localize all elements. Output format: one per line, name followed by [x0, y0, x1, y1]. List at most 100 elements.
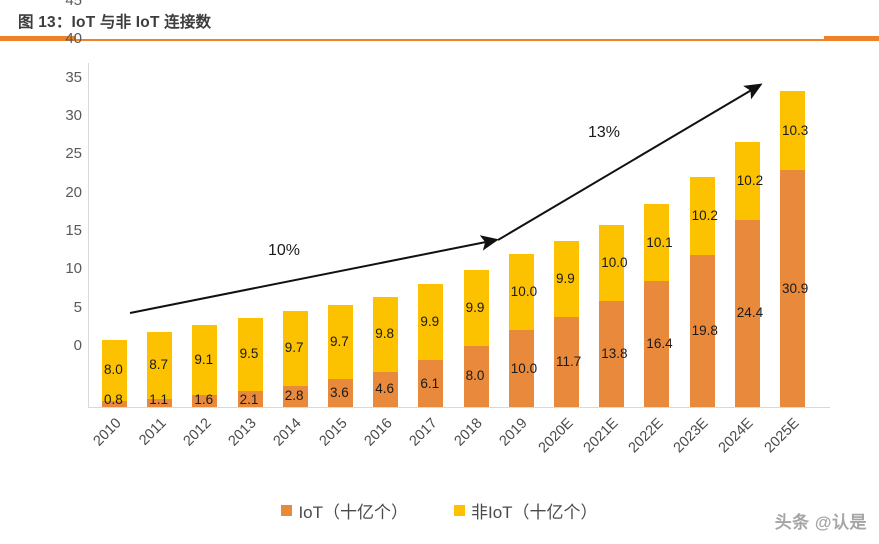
x-tick-label: 2022E	[625, 415, 667, 457]
bar-segment-iot[interactable]: 2.8	[282, 385, 308, 407]
x-tick-label: 2024E	[715, 415, 757, 457]
bar-segment-non-iot[interactable]: 10.1	[644, 203, 673, 282]
bar-segment-non-iot[interactable]: 9.1	[192, 324, 218, 395]
bar-segment-non-iot[interactable]: 9.9	[418, 284, 444, 361]
x-tick-label: 2015	[315, 415, 351, 450]
bar-segment-non-iot[interactable]: 10.0	[599, 224, 627, 302]
bar-segment-non-iot[interactable]: 9.7	[328, 305, 353, 380]
bar-column[interactable]: 9.9 6.1	[418, 284, 444, 407]
bar-segment-iot[interactable]: 6.1	[418, 360, 444, 407]
x-tick-label: 2012	[180, 415, 215, 450]
y-tick-label: 35	[65, 68, 82, 86]
bar-column[interactable]: 8.7 1.1	[147, 331, 173, 407]
bar-segment-iot[interactable]: 16.4	[644, 281, 673, 407]
bar-segment-iot[interactable]: 8.0	[463, 345, 489, 407]
bar-value-label-non-iot: 9.8	[375, 326, 394, 342]
bar-column[interactable]: 10.0 13.8	[599, 224, 627, 407]
bar-segment-non-iot[interactable]: 10.0	[508, 253, 537, 331]
x-tick-label: 2021E	[580, 415, 622, 457]
bar-column[interactable]: 8.0 0.8	[102, 339, 127, 407]
bar-segment-iot[interactable]: 13.8	[599, 301, 627, 407]
bar-segment-non-iot[interactable]: 9.8	[373, 296, 399, 372]
bar-column[interactable]: 9.1 1.6	[192, 324, 218, 407]
bar-column[interactable]: 9.7 2.8	[282, 311, 308, 407]
page-title: 图 13：IoT 与非 IoT 连接数	[18, 14, 212, 31]
bar-segment-iot[interactable]: 11.7	[554, 317, 581, 407]
bar-value-label-iot: 19.8	[691, 323, 718, 339]
bar-segment-iot[interactable]: 0.8	[102, 393, 127, 407]
bar-segment-non-iot[interactable]: 10.3	[780, 91, 808, 171]
bar-value-label-non-iot: 10.0	[601, 254, 628, 270]
x-tick-label: 2013	[225, 415, 260, 450]
bar-segment-iot[interactable]: 24.4	[734, 219, 763, 407]
bar-value-label-non-iot: 9.7	[330, 334, 349, 350]
bar-value-label-non-iot: 8.7	[149, 357, 168, 373]
bar-value-label-iot: 2.8	[284, 388, 304, 404]
bar-column[interactable]: 10.2 19.8	[689, 177, 718, 407]
bar-segment-non-iot[interactable]: 9.7	[282, 311, 308, 386]
x-tick-label: 2016	[361, 415, 396, 450]
x-tick-label: 2019	[496, 415, 531, 450]
header-rule	[0, 39, 879, 41]
bar-value-label-iot: 30.9	[782, 280, 809, 296]
x-tick-label: 2011	[135, 415, 170, 449]
annotation-10pct: 10%	[268, 242, 301, 259]
bar-value-label-iot: 10.0	[510, 360, 538, 376]
y-tick-label: 45	[65, 0, 82, 9]
bar-value-label-iot: 1.1	[149, 392, 168, 407]
bar-segment-iot[interactable]: 4.6	[373, 371, 399, 407]
x-tick-label: 2025E	[761, 415, 803, 457]
bar-value-label-iot: 3.6	[330, 385, 349, 401]
bar-value-label-non-iot: 9.9	[556, 271, 575, 287]
bar-value-label-iot: 6.1	[420, 375, 440, 391]
legend-swatch-non-iot	[454, 505, 465, 516]
bar-column[interactable]: 9.8 4.6	[373, 296, 399, 407]
bar-segment-non-iot[interactable]: 9.9	[463, 269, 489, 346]
bar-column[interactable]: 10.3 30.9	[780, 91, 808, 407]
bar-segment-iot[interactable]: 19.8	[689, 255, 718, 407]
bar-column[interactable]: 10.2 24.4	[734, 141, 763, 407]
bar-segment-non-iot[interactable]: 9.9	[554, 241, 579, 318]
legend-item-iot[interactable]: IoT（十亿个）	[281, 498, 408, 523]
bar-segment-non-iot[interactable]: 9.5	[237, 318, 263, 391]
bar-column[interactable]: 10.0 10.0	[508, 253, 537, 407]
bar-value-label-iot: 4.6	[375, 381, 394, 397]
bar-value-label-non-iot: 10.1	[646, 234, 673, 250]
bar-segment-iot[interactable]: 3.6	[328, 379, 353, 407]
bar-value-label-non-iot: 10.3	[782, 122, 809, 138]
bar-value-label-non-iot: 9.5	[239, 346, 259, 362]
y-tick-label: 40	[65, 30, 82, 48]
bar-column[interactable]: 9.9 11.7	[554, 241, 581, 407]
y-tick-label: 0	[73, 337, 82, 354]
x-tick-label: 2018	[451, 415, 486, 450]
header-rule-right-cap	[824, 36, 879, 41]
bar-value-label-iot: 8.0	[465, 368, 485, 384]
y-tick-label: 25	[65, 145, 82, 163]
bar-segment-iot[interactable]: 1.6	[192, 393, 218, 407]
legend-item-non-iot[interactable]: 非IoT（十亿个）	[454, 498, 598, 523]
bar-value-label-non-iot: 9.7	[284, 340, 304, 356]
bar-column[interactable]: 9.9 8.0	[463, 269, 489, 407]
legend-swatch-iot	[281, 505, 293, 516]
bar-column[interactable]: 10.1 16.4	[644, 203, 673, 407]
chart-legend: IoT（十亿个） 非IoT（十亿个）	[0, 498, 879, 523]
bar-segment-iot[interactable]: 2.1	[237, 390, 263, 407]
x-tick-label: 2020E	[535, 415, 577, 457]
bar-value-label-iot: 16.4	[646, 336, 673, 352]
bar-segment-iot[interactable]: 10.0	[508, 330, 537, 407]
bar-segment-non-iot[interactable]: 10.2	[734, 141, 763, 220]
bar-value-label-non-iot: 8.0	[104, 362, 123, 378]
bar-segment-non-iot[interactable]: 8.7	[147, 331, 173, 399]
bar-column[interactable]: 9.7 3.6	[328, 305, 353, 407]
bar-segment-non-iot[interactable]: 8.0	[102, 339, 127, 401]
x-tick-label: 2017	[406, 415, 441, 450]
bar-column[interactable]: 9.5 2.1	[237, 318, 263, 407]
header-rule-left-cap	[0, 36, 76, 41]
bar-segment-non-iot[interactable]: 10.2	[689, 177, 718, 256]
bar-segment-iot[interactable]: 30.9	[780, 170, 808, 407]
bar-segment-iot[interactable]: 1.1	[147, 393, 173, 407]
y-tick-label: 20	[65, 183, 82, 201]
bar-value-label-iot: 1.6	[194, 392, 214, 408]
bar-value-label-iot: 2.1	[239, 392, 259, 407]
y-tick-label: 5	[73, 298, 82, 316]
